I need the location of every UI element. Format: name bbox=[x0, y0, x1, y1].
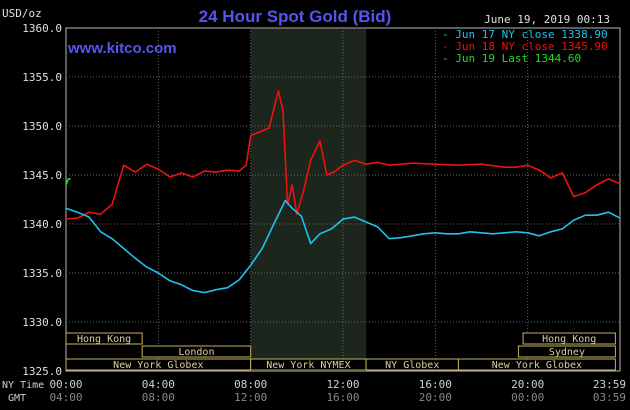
session-box bbox=[517, 345, 616, 358]
x-tick-label-gmt: 03:59 bbox=[593, 391, 626, 404]
grid-lines bbox=[66, 28, 620, 371]
session-box bbox=[522, 332, 616, 345]
y-tick-label: 1340.0 bbox=[22, 218, 62, 231]
session-box bbox=[65, 332, 143, 345]
session-label: New York Globex bbox=[492, 360, 582, 371]
chart-title: 24 Hour Spot Gold (Bid) bbox=[199, 7, 392, 26]
x-tick-label-ny: 12:00 bbox=[326, 378, 359, 391]
ny-time-row-label: NY Time bbox=[2, 380, 44, 391]
y-tick-label: 1330.0 bbox=[22, 316, 62, 329]
session-label: New York NYMEX bbox=[266, 360, 350, 371]
session-box bbox=[141, 345, 252, 358]
y-unit-label: USD/oz bbox=[2, 7, 42, 20]
x-axis-tick-labels: 00:0004:0004:0008:0008:0012:0012:0016:00… bbox=[49, 378, 626, 404]
price-series-line bbox=[65, 199, 621, 294]
x-tick-label-ny: 08:00 bbox=[234, 378, 267, 391]
x-tick-label-gmt: 04:00 bbox=[49, 391, 82, 404]
x-tick-label-gmt: 08:00 bbox=[142, 391, 175, 404]
session-label: Hong Kong bbox=[77, 334, 131, 345]
x-tick-label-ny: 16:00 bbox=[419, 378, 452, 391]
x-tick-label-ny: 23:59 bbox=[593, 378, 626, 391]
price-series-line bbox=[65, 89, 621, 220]
y-tick-label: 1350.0 bbox=[22, 120, 62, 133]
session-box bbox=[457, 358, 616, 371]
legend-jun17: - Jun 17 NY close 1338.90 bbox=[442, 28, 608, 41]
x-tick-label-gmt: 00:00 bbox=[511, 391, 544, 404]
y-axis-tick-labels: 1360.0 1355.0 1350.0 1345.0 1340.0 1335.0 1330… bbox=[22, 22, 62, 378]
session-label: Hong Kong bbox=[542, 334, 596, 345]
nymex-session-shade bbox=[250, 29, 367, 371]
session-label: London bbox=[178, 347, 214, 358]
y-tick-label: 1325.0 bbox=[22, 365, 62, 378]
x-tick-label-ny: 20:00 bbox=[511, 378, 544, 391]
gmt-row-label: GMT bbox=[8, 393, 26, 404]
legend-jun18: - Jun 18 NY close 1345.90 bbox=[442, 40, 608, 53]
market-sessions: Hong Kong Hong Kong London Sydney New York G… bbox=[65, 332, 616, 371]
session-label: Sydney bbox=[549, 347, 585, 358]
x-tick-label-gmt: 16:00 bbox=[326, 391, 359, 404]
y-tick-label: 1345.0 bbox=[22, 169, 62, 182]
x-tick-label-gmt: 20:00 bbox=[419, 391, 452, 404]
session-label: New York Globex bbox=[113, 360, 203, 371]
y-tick-label: 1360.0 bbox=[22, 22, 62, 35]
website-label: www.kitco.com bbox=[67, 40, 177, 57]
legend: - Jun 17 NY close 1338.90 - Jun 18 NY cl… bbox=[442, 28, 608, 65]
price-series-line bbox=[65, 178, 71, 186]
legend-jun19: - Jun 19 Last 1344.60 bbox=[442, 52, 581, 65]
x-tick-label-ny: 04:00 bbox=[142, 378, 175, 391]
date-label: June 19, 2019 00:13 bbox=[484, 13, 610, 26]
price-lines bbox=[65, 89, 621, 294]
session-label: NY Globex bbox=[385, 360, 439, 371]
y-tick-label: 1335.0 bbox=[22, 267, 62, 280]
y-tick-label: 1355.0 bbox=[22, 71, 62, 84]
x-tick-label-ny: 00:00 bbox=[49, 378, 82, 391]
x-tick-label-gmt: 12:00 bbox=[234, 391, 267, 404]
